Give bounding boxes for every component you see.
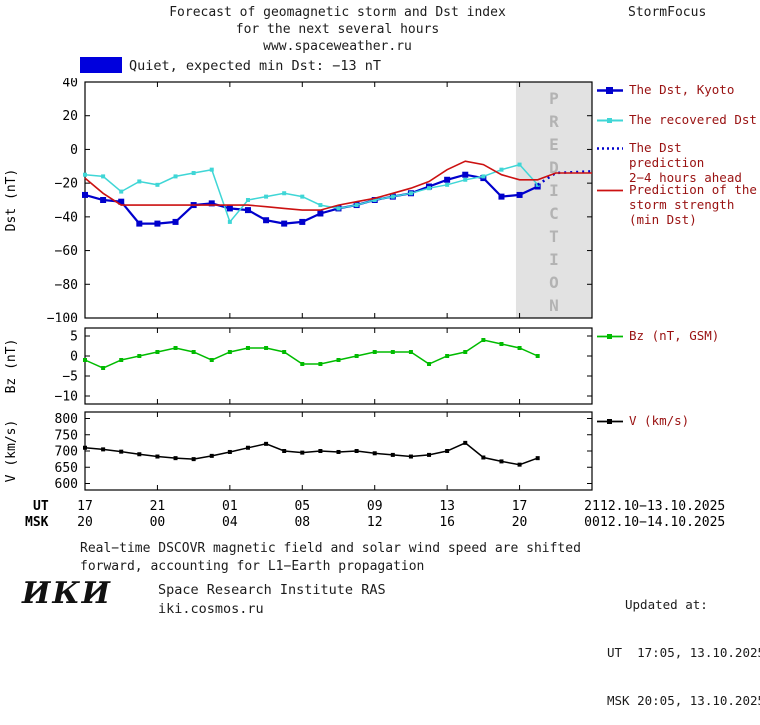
svg-text:V (km/s): V (km/s) [4, 420, 19, 483]
svg-text:09: 09 [367, 499, 383, 514]
legend-item-dst-kyoto: The Dst, Kyoto [596, 82, 758, 97]
legend-label: V (km/s) [629, 413, 690, 428]
svg-text:N: N [549, 296, 559, 315]
updated-at-block: Updated at: UT 17:05, 13.10.2025 MSK 20:… [607, 565, 760, 725]
bz-swatch-icon [597, 334, 623, 339]
legend-label: Bz (nT, GSM) [629, 328, 720, 343]
recovered-dst-swatch-icon [597, 118, 623, 123]
svg-text:12: 12 [367, 515, 383, 530]
svg-text:−80: −80 [55, 278, 78, 293]
legend-label: (min Dst) [629, 212, 697, 227]
status-swatch [80, 57, 122, 73]
svg-text:−60: −60 [55, 244, 78, 259]
svg-text:21: 21 [150, 499, 166, 514]
svg-text:E: E [549, 135, 559, 154]
brand-stormfocus: StormFocus [628, 5, 707, 20]
svg-text:12.10−14.10.2025: 12.10−14.10.2025 [600, 515, 725, 530]
svg-text:T: T [549, 227, 559, 246]
legend-label: Prediction of the [629, 182, 757, 197]
svg-text:0: 0 [70, 350, 78, 365]
svg-text:00: 00 [150, 515, 166, 530]
svg-text:O: O [549, 273, 559, 292]
svg-text:16: 16 [439, 515, 455, 530]
updated-at-msk: MSK 20:05, 13.10.2025 [607, 693, 760, 708]
updated-at-ut: UT 17:05, 13.10.2025 [607, 645, 760, 660]
legend-item-recovered-dst: The recovered Dst [596, 112, 758, 127]
dst-kyoto-swatch-icon [597, 87, 623, 94]
svg-text:UT: UT [33, 499, 49, 514]
svg-text:D: D [549, 158, 559, 177]
svg-text:12.10−13.10.2025: 12.10−13.10.2025 [600, 499, 725, 514]
footnote-line-2: forward, accounting for L1−Earth propaga… [80, 558, 425, 574]
svg-text:Dst (nT): Dst (nT) [4, 169, 19, 232]
svg-text:R: R [549, 112, 559, 131]
title-url: www.spaceweather.ru [263, 39, 412, 54]
svg-text:600: 600 [55, 477, 78, 492]
svg-text:−40: −40 [55, 210, 78, 225]
updated-at-label: Updated at: [625, 597, 708, 612]
svg-text:40: 40 [62, 78, 78, 91]
institute-website: iki.cosmos.ru [158, 601, 264, 617]
svg-text:700: 700 [55, 445, 78, 460]
svg-text:20: 20 [512, 515, 528, 530]
svg-text:P: P [549, 89, 559, 108]
legend-label: The recovered Dst [629, 112, 757, 127]
svg-text:C: C [549, 204, 559, 223]
legend-item-storm-strength: Prediction of the storm strength (min Ds… [596, 182, 758, 227]
footnote: Real−time DSCOVR magnetic field and sola… [80, 540, 581, 575]
svg-text:05: 05 [294, 499, 310, 514]
svg-text:−100: −100 [47, 312, 78, 323]
legend-label: The Dst prediction [629, 140, 705, 170]
svg-text:800: 800 [55, 412, 78, 427]
svg-text:750: 750 [55, 428, 78, 443]
storm-strength-swatch-icon [597, 189, 623, 192]
svg-text:08: 08 [294, 515, 310, 530]
svg-text:−20: −20 [55, 177, 78, 192]
svg-text:5: 5 [70, 330, 78, 345]
svg-text:21: 21 [584, 499, 600, 514]
svg-text:−5: −5 [62, 370, 78, 385]
svg-text:01: 01 [222, 499, 238, 514]
svg-text:0: 0 [70, 143, 78, 158]
svg-text:13: 13 [439, 499, 455, 514]
legend-label: storm strength [629, 197, 735, 212]
legend-item-v: V (km/s) [596, 413, 758, 428]
v-swatch-icon [597, 419, 623, 424]
svg-text:17: 17 [512, 499, 528, 514]
bz-chart: 5 0 −5 −10 Bz (nT) [4, 327, 593, 405]
iki-logo: ИКИ [22, 576, 112, 611]
svg-text:20: 20 [62, 109, 78, 124]
legend-item-dst-prediction: The Dst prediction 2−4 hours ahead [596, 140, 758, 185]
svg-text:Bz (nT): Bz (nT) [4, 339, 19, 394]
status-label: Quiet, expected min Dst: −13 nT [129, 58, 381, 74]
svg-text:20: 20 [77, 515, 93, 530]
svg-text:−10: −10 [55, 390, 78, 405]
svg-text:MSK: MSK [25, 515, 49, 530]
footnote-line-1: Real−time DSCOVR magnetic field and sola… [80, 541, 581, 556]
dst-prediction-swatch-icon [597, 147, 623, 150]
legend-item-bz: Bz (nT, GSM) [596, 328, 758, 343]
svg-text:00: 00 [584, 515, 600, 530]
title-line-1: Forecast of geomagnetic storm and Dst in… [169, 5, 506, 20]
svg-text:I: I [549, 250, 559, 269]
svg-text:17: 17 [77, 499, 93, 514]
title-line-2: for the next several hours [235, 22, 440, 37]
legend-label: 2−4 hours ahead [629, 170, 742, 185]
svg-text:650: 650 [55, 461, 78, 476]
page-title: Forecast of geomagnetic storm and Dst in… [60, 4, 615, 55]
legend-label: The Dst, Kyoto [629, 82, 735, 97]
svg-text:I: I [549, 181, 559, 200]
institute-name: Space Research Institute RAS [158, 582, 386, 598]
svg-text:04: 04 [222, 515, 238, 530]
